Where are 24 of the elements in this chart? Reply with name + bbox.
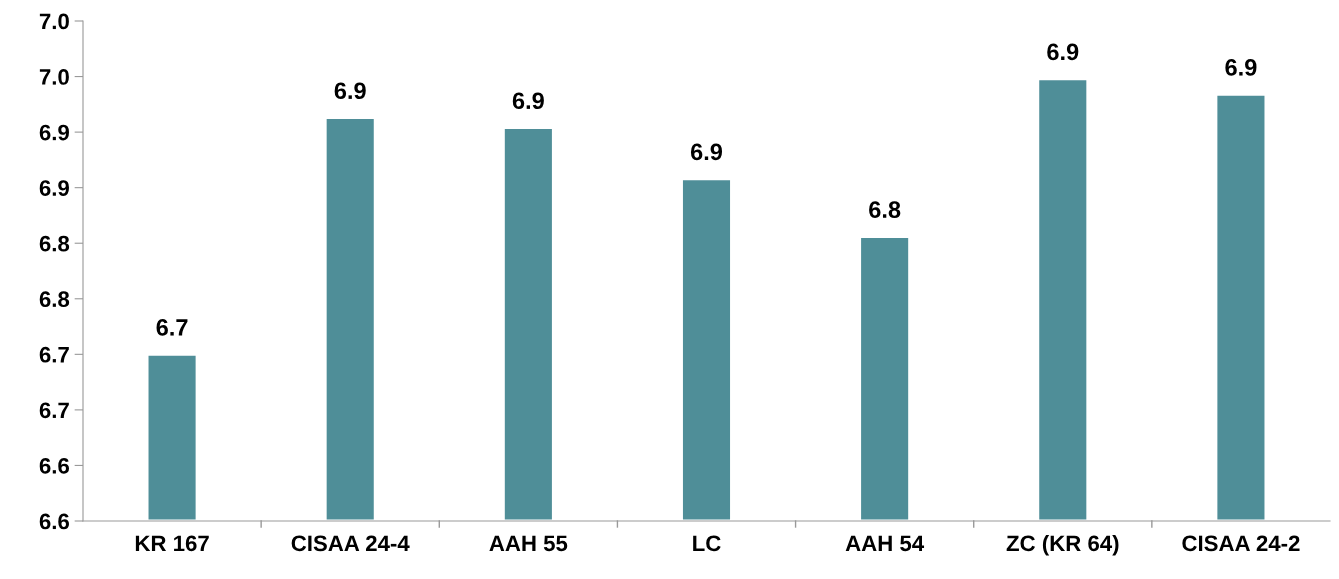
data-label: 6.9 (334, 82, 366, 100)
data-label: 6.9 (1047, 43, 1079, 61)
data-label: 6.9 (690, 143, 723, 161)
data-label: 6.8 (869, 201, 901, 218)
y-tick-label: 6.7 (39, 402, 69, 419)
y-tick-label: 6.6 (39, 457, 70, 474)
x-tick-label: LC (693, 535, 721, 552)
y-tick-label: 6.6 (39, 513, 70, 530)
x-tick-label: CISAA 24-4 (291, 535, 410, 552)
x-tick-label: KR 167 (135, 535, 209, 552)
y-tick-label: 6.8 (39, 291, 70, 308)
x-tick-label: ZC (KR 64) (1006, 534, 1119, 556)
x-tick-label: AAH 54 (845, 535, 925, 552)
y-tick-label: 6.7 (39, 346, 69, 363)
y-tick-label: 6.9 (39, 124, 69, 141)
x-tick-label: CISAA 24-2 (1182, 535, 1300, 552)
x-tick-label: AAH 55 (489, 535, 568, 552)
data-label: 6.7 (156, 319, 188, 336)
data-label: 6.9 (1225, 59, 1257, 76)
data-label: 6.9 (512, 92, 544, 110)
y-tick-label: 7.0 (39, 13, 69, 30)
y-tick-label: 6.8 (39, 235, 70, 252)
y-tick-label: 7.0 (39, 69, 69, 85)
y-tick-label: 6.9 (39, 180, 69, 196)
